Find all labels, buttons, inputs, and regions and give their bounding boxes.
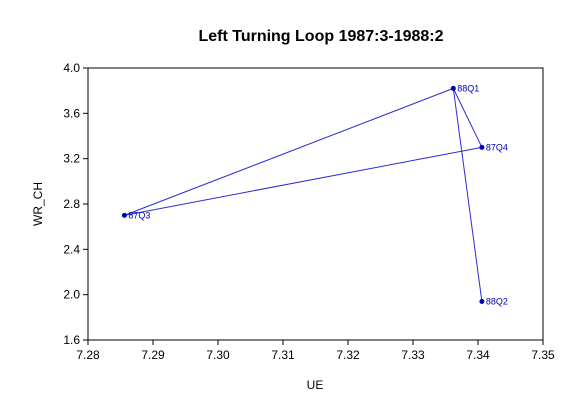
x-tick-label: 7.34 bbox=[466, 348, 490, 362]
y-tick-label: 3.2 bbox=[63, 152, 80, 166]
chart-title: Left Turning Loop 1987:3-1988:2 bbox=[198, 28, 443, 45]
data-point-label: 88Q2 bbox=[486, 296, 508, 306]
series-line-segment bbox=[124, 87, 454, 216]
data-point-label: 87Q4 bbox=[486, 142, 508, 152]
y-tick-label: 1.6 bbox=[63, 333, 80, 347]
y-tick-label: 4.0 bbox=[63, 61, 80, 75]
data-point bbox=[479, 298, 485, 304]
data-point bbox=[121, 212, 127, 218]
series-points: 87Q3 87Q4 88Q1 88Q2 bbox=[121, 83, 508, 306]
y-tick-label: 2.4 bbox=[63, 242, 80, 256]
data-point-label: 87Q3 bbox=[128, 210, 150, 220]
x-tick-label: 7.28 bbox=[76, 348, 100, 362]
x-tick-label: 7.31 bbox=[271, 348, 295, 362]
plot-frame bbox=[87, 67, 544, 341]
series-line-segment bbox=[452, 88, 483, 148]
series-line-segment bbox=[452, 88, 483, 302]
y-tick-label: 2.0 bbox=[63, 288, 80, 302]
y-tick-label: 2.8 bbox=[63, 197, 80, 211]
data-point-label: 88Q1 bbox=[457, 83, 479, 93]
y-tick-label: 3.6 bbox=[63, 106, 80, 120]
x-tick-label: 7.29 bbox=[141, 348, 165, 362]
x-tick-label: 7.35 bbox=[531, 348, 555, 362]
series-lines bbox=[124, 87, 483, 302]
x-tick-label: 7.33 bbox=[401, 348, 425, 362]
series-line-segment bbox=[124, 146, 482, 216]
x-axis-label: UE bbox=[307, 378, 324, 392]
y-axis-label: WR_CH bbox=[31, 182, 45, 226]
y-axis: 1.6 2.0 2.4 2.8 3.2 3.6 4.0 bbox=[63, 61, 88, 347]
x-tick-label: 7.30 bbox=[206, 348, 230, 362]
x-axis: 7.28 7.29 7.30 7.31 7.32 7.33 7.34 7.35 bbox=[76, 340, 555, 362]
data-point bbox=[450, 85, 456, 91]
data-point bbox=[479, 144, 485, 150]
x-tick-label: 7.32 bbox=[336, 348, 360, 362]
